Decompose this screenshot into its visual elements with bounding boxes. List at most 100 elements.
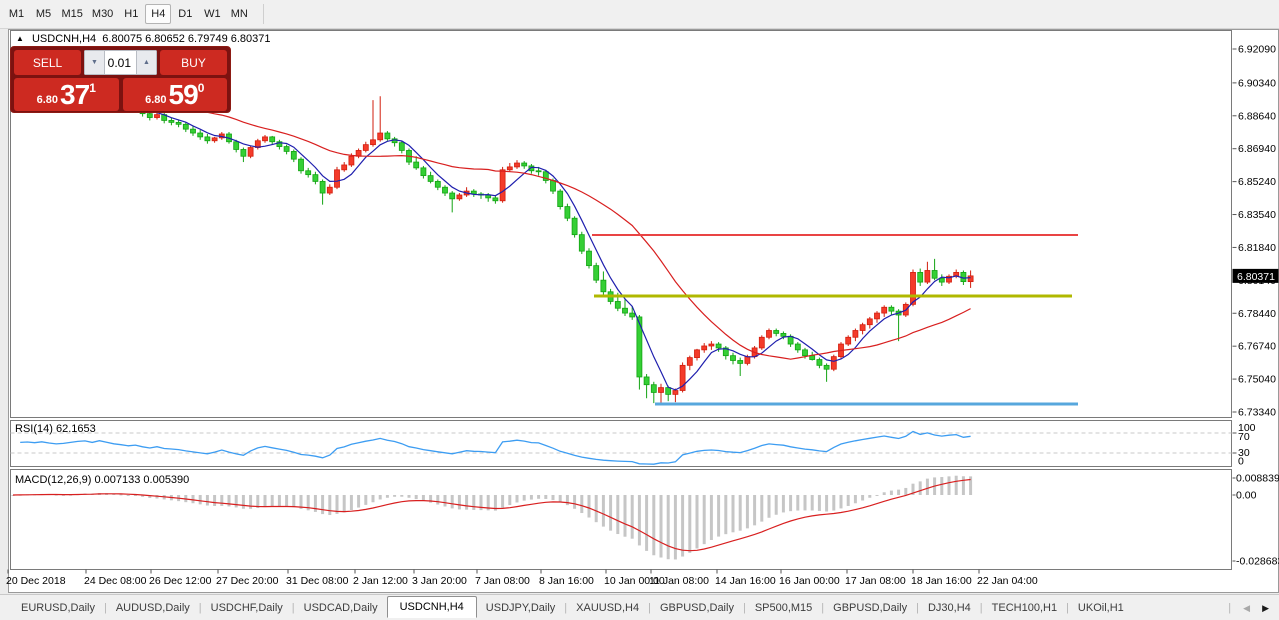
price-axis-label: 6.88640 bbox=[1238, 110, 1276, 122]
svg-text:100: 100 bbox=[1238, 422, 1256, 434]
tab-ukoil-h1[interactable]: UKOil,H1 bbox=[1077, 601, 1124, 614]
triangle-down-icon: ▼ bbox=[91, 59, 98, 66]
time-axis-label: 3 Jan 20:00 bbox=[412, 575, 467, 587]
sell-price-point: 1 bbox=[89, 81, 96, 95]
tab-separator: | bbox=[648, 601, 651, 614]
tab-separator: | bbox=[1066, 601, 1069, 614]
volume-decrease-button[interactable]: ▼ bbox=[84, 50, 105, 75]
tab-audusd-daily[interactable]: AUDUSD,Daily bbox=[115, 601, 190, 614]
toolbar-separator bbox=[262, 4, 264, 24]
tab-xauusd-h4[interactable]: XAUUSD,H4 bbox=[576, 601, 640, 614]
price-axis-label: 6.83540 bbox=[1238, 209, 1276, 221]
volume-stepper: ▼ 0.01 ▲ bbox=[84, 50, 157, 75]
time-axis-label: 10 Jan 00:00 bbox=[604, 575, 665, 587]
sell-price-display[interactable]: 6.80 37 1 bbox=[14, 78, 119, 111]
timeframe-button-d1[interactable]: D1 bbox=[178, 8, 193, 20]
symbol-tabs: EURUSD,Daily | AUDUSD,Daily | USDCHF,Daily | U… bbox=[12, 595, 1133, 619]
time-axis[interactable]: 20 Dec 2018 24 Dec 08:00 26 Dec 12:00 27 De… bbox=[6, 569, 1038, 588]
time-axis-label: 7 Jan 08:00 bbox=[475, 575, 530, 587]
svg-text:0.00: 0.00 bbox=[1236, 490, 1257, 502]
tab-separator: | bbox=[742, 601, 746, 614]
price-axis[interactable]: 6.92090 6.90340 6.88640 6.86940 6.85240 6.835… bbox=[1232, 44, 1277, 419]
tab-usdjpy-daily[interactable]: USDJPY,Daily bbox=[485, 601, 556, 614]
tab-usdcad-daily[interactable]: USDCAD,Daily bbox=[303, 601, 378, 614]
time-axis-label: 2 Jan 12:00 bbox=[353, 575, 408, 587]
tab-separator: | bbox=[916, 601, 919, 614]
price-axis-label: 6.92090 bbox=[1238, 44, 1276, 56]
time-axis-label: 24 Dec 08:00 bbox=[84, 575, 147, 587]
tab-gbpusd-daily[interactable]: GBPUSD,Daily bbox=[833, 601, 908, 614]
ma-slow-line bbox=[164, 103, 971, 360]
time-axis-label: 31 Dec 08:00 bbox=[286, 575, 349, 587]
tab-scroll-controls: | ◀ ▶ bbox=[1228, 595, 1269, 620]
volume-increase-button[interactable]: ▲ bbox=[136, 50, 157, 75]
tab-separator: | bbox=[103, 601, 107, 614]
symbol-tab-bar: EURUSD,Daily | AUDUSD,Daily | USDCHF,Daily | U… bbox=[0, 594, 1279, 620]
timeframe-button-h1[interactable]: H1 bbox=[124, 8, 139, 20]
svg-text:0.008839: 0.008839 bbox=[1236, 473, 1279, 485]
tab-separator: | bbox=[821, 601, 825, 614]
tab-tech100-h1[interactable]: TECH100,H1 bbox=[991, 601, 1058, 614]
time-axis-label: 16 Jan 00:00 bbox=[779, 575, 840, 587]
svg-text:30: 30 bbox=[1238, 447, 1250, 459]
chart-ohlc-values: 6.80075 6.80652 6.79749 6.80371 bbox=[102, 33, 271, 45]
volume-input[interactable]: 0.01 bbox=[105, 50, 136, 75]
tab-scroll-right-button[interactable]: ▶ bbox=[1262, 602, 1269, 613]
tab-dj30-h4[interactable]: DJ30,H4 bbox=[927, 601, 971, 614]
price-axis-label: 6.73340 bbox=[1238, 407, 1276, 419]
price-axis-label: 6.75040 bbox=[1238, 374, 1276, 386]
rsi-line bbox=[20, 430, 971, 465]
timeframe-button-m5[interactable]: M5 bbox=[35, 8, 52, 20]
tab-gbpusd-daily[interactable]: GBPUSD,Daily bbox=[659, 601, 734, 614]
timeframe-button-m1[interactable]: M1 bbox=[8, 8, 25, 20]
tab-scroll-left-button[interactable]: ◀ bbox=[1243, 602, 1251, 613]
price-axis-label: 6.76740 bbox=[1238, 341, 1276, 353]
time-axis-label: 26 Dec 12:00 bbox=[149, 575, 212, 587]
chart-symbol-label: USDCNH,H4 bbox=[31, 33, 97, 45]
time-axis-label: 8 Jan 16:00 bbox=[539, 575, 594, 587]
tab-arrows-separator: | bbox=[1228, 602, 1232, 614]
price-axis-label: 6.85240 bbox=[1238, 176, 1276, 188]
tab-usdcnh-h4[interactable]: USDCNH,H4 bbox=[386, 595, 477, 618]
price-axis-label: 6.86940 bbox=[1238, 143, 1276, 155]
macd-label: MACD(12,26,9) 0.007133 0.005390 bbox=[15, 474, 189, 486]
timeframe-button-h4[interactable]: H4 bbox=[145, 4, 172, 24]
timeframe-buttons: M1 M5 M15 M30 H1 H4 D1 W1 MN bbox=[3, 4, 253, 24]
rsi-label: RSI(14) 62.1653 bbox=[15, 423, 96, 435]
time-axis-label: 17 Jan 08:00 bbox=[845, 575, 906, 587]
current-price-tag: 6.80371 bbox=[1232, 268, 1279, 283]
buy-price-point: 0 bbox=[197, 81, 205, 95]
time-axis-label: 27 Dec 20:00 bbox=[216, 575, 279, 587]
timeframe-button-mn[interactable]: MN bbox=[230, 8, 248, 20]
tab-separator: | bbox=[198, 601, 202, 614]
price-axis-label: 6.90340 bbox=[1238, 77, 1276, 89]
buy-price-pips: 59 bbox=[168, 79, 199, 110]
time-axis-label: 18 Jan 16:00 bbox=[911, 575, 972, 587]
tab-separator: | bbox=[979, 601, 983, 614]
one-click-trade-panel: SELL ▼ 0.01 ▲ BUY 6.80 37 1 6.80 59 0 bbox=[10, 46, 231, 113]
buy-price-display[interactable]: 6.80 59 0 bbox=[122, 78, 227, 111]
expand-arrow-icon[interactable]: ▲ bbox=[16, 34, 24, 43]
buy-button[interactable]: BUY bbox=[160, 50, 227, 75]
tab-eurusd-daily[interactable]: EURUSD,Daily bbox=[21, 601, 95, 614]
tab-usdchf-daily[interactable]: USDCHF,Daily bbox=[210, 601, 283, 614]
macd-pane: 0.008839 0.00 -0.028683 MACD(12,26,9) 0.007… bbox=[11, 473, 1279, 568]
svg-text:70: 70 bbox=[1238, 431, 1250, 443]
timeframe-toolbar: M1 M5 M15 M30 H1 H4 D1 W1 MN bbox=[0, 0, 1279, 29]
timeframe-button-m15[interactable]: M15 bbox=[61, 8, 83, 20]
tab-sp500-m15[interactable]: SP500,M15 bbox=[754, 601, 813, 614]
price-axis-label: 6.81840 bbox=[1238, 242, 1276, 254]
sell-price-prefix: 6.80 bbox=[36, 94, 59, 106]
tab-separator: | bbox=[564, 601, 568, 614]
triangle-up-icon: ▲ bbox=[143, 59, 150, 66]
timeframe-button-w1[interactable]: W1 bbox=[204, 8, 221, 20]
time-axis-label: 22 Jan 04:00 bbox=[977, 575, 1038, 587]
buy-price-prefix: 6.80 bbox=[145, 94, 167, 106]
time-axis-label: 11 Jan 08:00 bbox=[649, 575, 709, 587]
svg-text:6.80371: 6.80371 bbox=[1237, 271, 1275, 283]
chart-title: ▲ USDCNH,H4 6.80075 6.80652 6.79749 6.80… bbox=[16, 33, 271, 45]
sell-button[interactable]: SELL bbox=[14, 50, 81, 75]
timeframe-button-m30[interactable]: M30 bbox=[91, 8, 114, 20]
